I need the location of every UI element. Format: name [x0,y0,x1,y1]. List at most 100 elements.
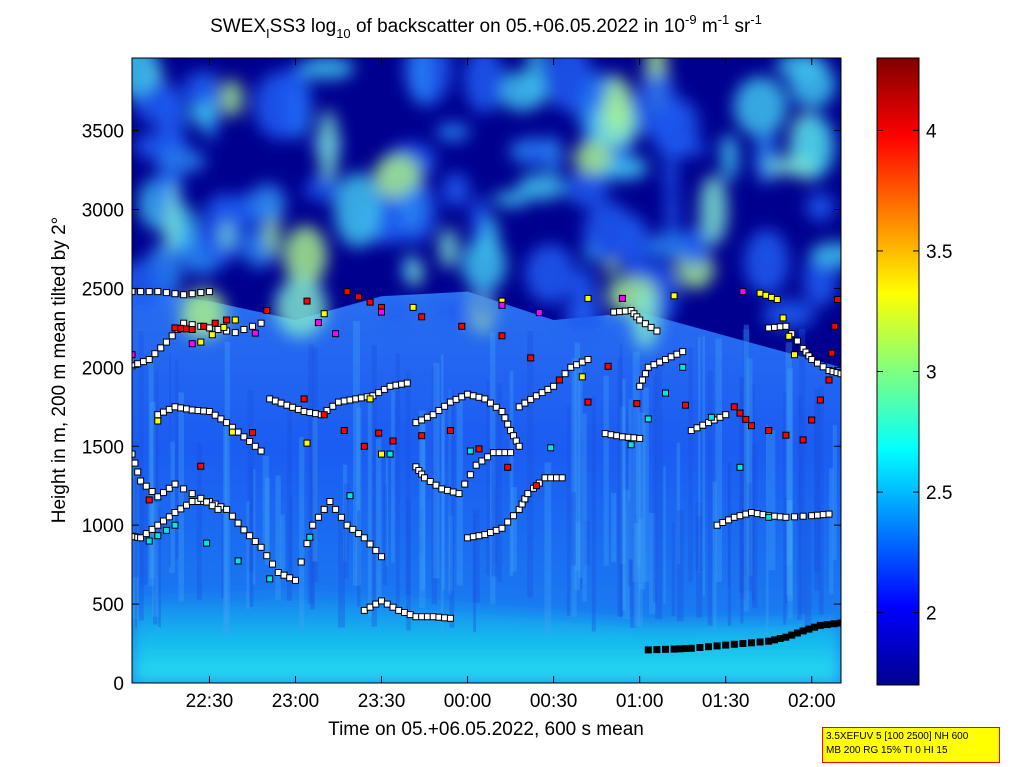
texture-streak [638,412,646,590]
layer-point [573,361,581,369]
layer-point [811,623,819,631]
texture-streak [785,342,792,566]
texture-streak [148,358,154,587]
layer-point [197,338,205,346]
texture-streak [740,377,744,624]
layer-point [180,485,188,493]
layer-point [748,639,755,647]
layer-point [203,498,211,506]
texture-streak [788,500,793,620]
cloud-patch [436,122,471,142]
layer-point [165,513,173,521]
layer-point [142,530,150,538]
texture-streak [262,456,269,557]
layer-point [171,521,179,529]
texture-streak [492,485,497,564]
layer-point [200,407,208,415]
layer-point [748,509,755,516]
texture-streak [169,353,171,567]
y-tick-label: 0 [113,674,124,695]
layer-point [458,393,466,401]
texture-streak [375,438,382,600]
layer-point [469,533,477,541]
layer-point [132,351,136,359]
texture-streak [289,496,293,576]
layer-point [251,442,259,450]
texture-streak [395,353,400,610]
layer-point [154,532,162,540]
x-tick-label: 01:00 [616,691,664,712]
layer-point [719,519,727,526]
texture-streak [308,344,314,605]
texture-streak [739,376,746,593]
texture-streak [702,336,705,597]
layer-point [748,422,755,430]
texture-streak [611,493,617,563]
layer-point [148,488,156,495]
layer-point [618,433,626,441]
layer-point [366,298,374,306]
colorbar [877,58,919,685]
layer-point [773,296,781,303]
cloud-patch [544,58,593,112]
texture-streak [727,462,732,626]
layer-point [188,326,196,333]
texture-streak [311,346,318,583]
layer-point [515,403,523,411]
texture-streak [486,380,490,575]
texture-streak [787,368,794,602]
layer-point [132,288,136,296]
layer-point [205,288,213,296]
texture-streak [473,513,477,633]
layer-point [438,485,446,493]
texture-streak [286,408,292,601]
layer-point [398,380,406,388]
layer-point [722,641,730,649]
layer-point [165,405,173,413]
texture-streak [746,358,753,576]
layer-point [137,477,145,485]
layer-point [510,512,517,520]
x-tick-label: 01:30 [702,691,750,712]
layer-point [544,385,552,393]
texture-streak [356,407,362,586]
layer-point [435,407,443,414]
cloud-patch [253,71,308,140]
layer-point [378,597,385,605]
layer-point [693,424,701,432]
layer-point [360,534,368,542]
texture-streak [353,321,360,586]
texture-streak [133,477,139,578]
layer-point [188,340,196,348]
texture-streak [633,514,640,582]
texture-streak [155,370,159,577]
layer-point [280,571,288,579]
cloud-patch [564,170,609,207]
layer-point [171,480,179,488]
layer-point [132,450,136,458]
layer-point [492,403,500,411]
texture-streak [449,389,455,628]
texture-streak [695,502,702,571]
texture-streak [698,337,701,573]
layer-point [332,330,340,338]
texture-streak [784,498,787,605]
texture-streak [591,396,596,632]
layer-point [314,513,322,521]
layer-point [656,358,664,366]
texture-streak [280,514,285,575]
layer-point [768,293,776,301]
layer-point [753,510,761,518]
layer-point [613,432,621,440]
layer-point [458,322,466,330]
layer-point [306,533,314,541]
layer-point [403,379,411,387]
texture-streak [727,462,731,588]
layer-point [464,390,472,398]
layer-point [326,498,334,505]
texture-streak [169,441,175,574]
layer-point [653,327,661,335]
layer-point [584,356,592,363]
layer-point [639,376,646,384]
y-axis-label: Height in m, 200 m mean tilted by 2° [49,217,70,523]
